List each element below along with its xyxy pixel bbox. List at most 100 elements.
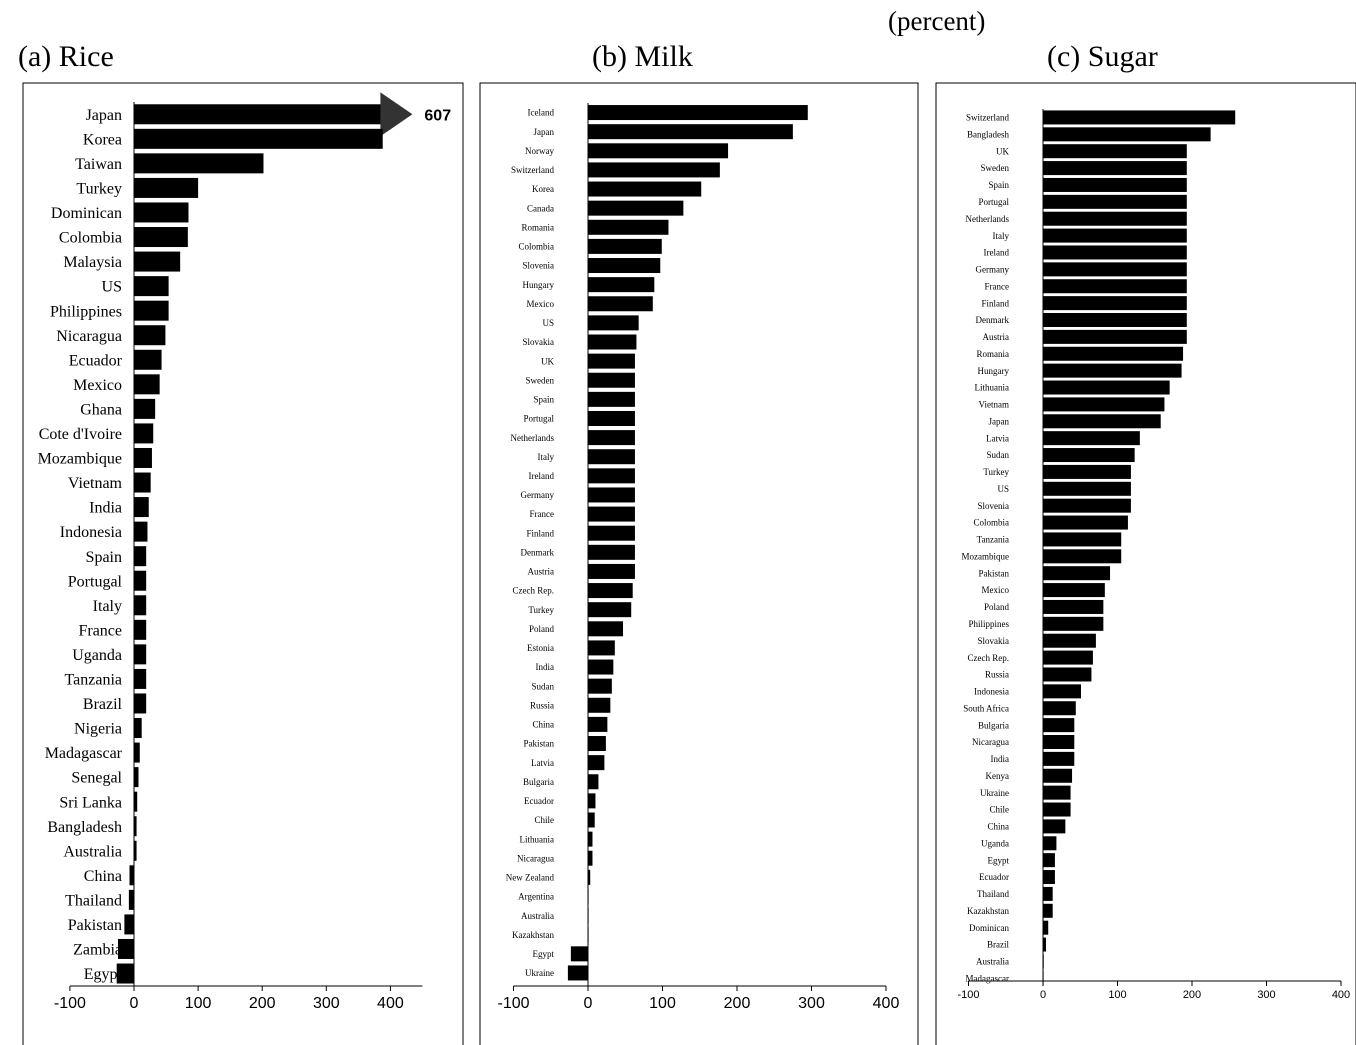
- category-label-sugar-17: Vietnam: [979, 400, 1009, 410]
- bar-rice-24: [134, 693, 147, 714]
- bar-rice-12: [134, 398, 156, 419]
- bar-sugar-15: [1043, 363, 1182, 378]
- category-label-rice-15: Vietnam: [68, 475, 123, 492]
- bar-milk-0: [588, 105, 808, 121]
- category-label-sugar-25: Tanzania: [977, 535, 1009, 545]
- category-label-rice-20: Italy: [93, 598, 122, 615]
- bar-milk-6: [588, 219, 669, 235]
- category-label-sugar-43: Uganda: [981, 838, 1009, 848]
- bar-rice-20: [134, 595, 147, 616]
- bar-rice-18: [134, 546, 147, 567]
- category-label-sugar-2: UK: [996, 146, 1009, 156]
- bar-milk-5: [588, 200, 684, 216]
- bar-milk-31: [588, 697, 611, 713]
- category-label-sugar-36: Bulgaria: [978, 720, 1009, 730]
- x-tick-label-milk-2: 100: [649, 995, 676, 1012]
- category-label-milk-44: Egypt: [533, 949, 555, 959]
- x-tick-label-milk-3: 200: [724, 995, 751, 1012]
- category-label-rice-2: Taiwan: [75, 156, 122, 173]
- category-label-milk-14: Sweden: [526, 375, 555, 385]
- bar-milk-23: [588, 544, 635, 560]
- bar-rice-8: [134, 300, 169, 321]
- category-label-sugar-28: Mexico: [982, 585, 1010, 595]
- bar-milk-12: [588, 334, 637, 350]
- panel-c-title: (c) Sugar: [1047, 40, 1158, 73]
- bar-milk-13: [588, 353, 635, 369]
- category-label-milk-42: Australia: [521, 911, 554, 921]
- bar-sugar-48: [1043, 920, 1049, 935]
- bar-sugar-42: [1043, 819, 1066, 834]
- category-label-sugar-10: France: [985, 281, 1010, 291]
- bar-sugar-38: [1043, 751, 1075, 766]
- category-label-rice-7: US: [102, 279, 122, 296]
- category-label-rice-6: Malaysia: [63, 254, 122, 271]
- category-label-rice-5: Colombia: [59, 230, 122, 247]
- bar-milk-3: [588, 162, 720, 178]
- category-label-sugar-8: Ireland: [984, 248, 1010, 258]
- category-label-milk-3: Switzerland: [511, 165, 554, 175]
- bar-milk-8: [588, 258, 661, 274]
- bar-sugar-43: [1043, 836, 1057, 851]
- bar-rice-27: [134, 767, 139, 788]
- bar-sugar-1: [1043, 127, 1211, 142]
- bar-milk-37: [588, 812, 595, 828]
- bar-sugar-46: [1043, 886, 1053, 901]
- bar-milk-9: [588, 277, 655, 293]
- truncation-arrow: [380, 92, 413, 137]
- category-label-sugar-44: Egypt: [988, 855, 1010, 865]
- bar-sugar-30: [1043, 616, 1104, 631]
- x-tick-label-milk-0: -100: [497, 995, 529, 1012]
- x-tick-label-sugar-3: 200: [1183, 989, 1201, 1001]
- bar-sugar-22: [1043, 481, 1131, 496]
- category-label-sugar-30: Philippines: [968, 619, 1009, 629]
- category-label-milk-32: China: [533, 720, 555, 730]
- category-label-sugar-40: Ukraine: [980, 788, 1009, 798]
- category-label-sugar-5: Portugal: [979, 197, 1010, 207]
- category-label-sugar-6: Netherlands: [966, 214, 1010, 224]
- panel-b-title: (b) Milk: [592, 40, 693, 73]
- bar-rice-23: [134, 668, 147, 689]
- panel-sugar: Switzerland Bangladesh UK Sweden Spain Portug…: [935, 82, 1356, 1045]
- bar-milk-39: [588, 850, 593, 866]
- category-label-milk-6: Romania: [522, 222, 555, 232]
- bar-sugar-49: [1043, 937, 1046, 952]
- category-label-milk-35: Bulgaria: [523, 777, 554, 787]
- bar-rice-29: [134, 816, 137, 837]
- category-label-sugar-0: Switzerland: [966, 113, 1009, 123]
- category-label-sugar-47: Kazakhstan: [967, 906, 1009, 916]
- bar-milk-30: [588, 678, 612, 694]
- bar-sugar-20: [1043, 448, 1135, 463]
- bar-sugar-17: [1043, 397, 1165, 412]
- bar-milk-17: [588, 430, 635, 446]
- category-label-milk-9: Hungary: [523, 280, 555, 290]
- category-label-milk-17: Netherlands: [511, 433, 555, 443]
- category-label-rice-22: Uganda: [72, 647, 122, 664]
- category-label-milk-26: Turkey: [528, 605, 554, 615]
- bar-sugar-45: [1043, 870, 1055, 885]
- category-label-sugar-13: Austria: [983, 332, 1010, 342]
- bar-sugar-27: [1043, 566, 1111, 581]
- x-tick-label-rice-0: -100: [54, 995, 86, 1012]
- bar-sugar-31: [1043, 633, 1096, 648]
- bar-sugar-10: [1043, 279, 1187, 294]
- category-label-milk-0: Iceland: [528, 108, 555, 118]
- panel-a-title: (a) Rice: [18, 40, 114, 73]
- panel-rice: 607 Japan Korea Taiwan Turkey Dominican Colomb…: [22, 82, 464, 1045]
- category-label-rice-23: Tanzania: [64, 672, 122, 689]
- category-label-sugar-3: Sweden: [981, 163, 1010, 173]
- category-label-sugar-41: Chile: [990, 805, 1010, 815]
- category-label-rice-10: Ecuador: [69, 352, 123, 369]
- bar-sugar-26: [1043, 549, 1122, 564]
- bar-rice-13: [134, 423, 154, 444]
- category-label-milk-15: Spain: [533, 395, 554, 405]
- category-label-rice-1: Korea: [83, 131, 122, 148]
- category-label-sugar-38: India: [991, 754, 1010, 764]
- x-tick-label-rice-4: 300: [313, 995, 340, 1012]
- category-label-rice-4: Dominican: [51, 205, 122, 222]
- category-label-milk-21: France: [530, 509, 555, 519]
- bar-sugar-37: [1043, 735, 1075, 749]
- unit-label: (percent): [888, 6, 986, 36]
- bar-rice-0: [134, 104, 391, 125]
- bar-milk-32: [588, 716, 608, 732]
